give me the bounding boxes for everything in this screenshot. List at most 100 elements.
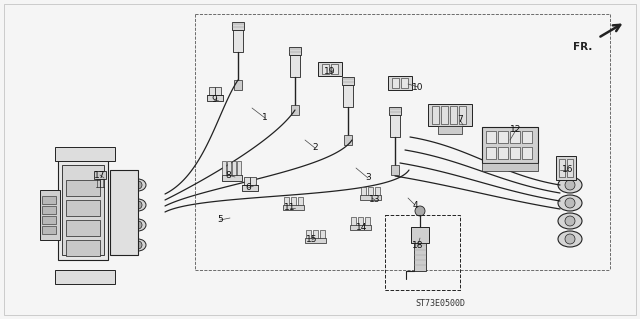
Bar (498, 147, 508, 159)
Bar (432, 106, 439, 124)
Bar (486, 147, 496, 159)
Bar (291, 105, 299, 115)
Bar (66, 240, 100, 256)
Bar (66, 200, 100, 216)
Bar (482, 163, 538, 171)
Bar (498, 131, 508, 143)
Circle shape (565, 216, 575, 226)
Circle shape (525, 164, 531, 170)
Bar (42, 226, 56, 234)
Bar (438, 126, 462, 134)
Bar (244, 177, 250, 185)
Bar (567, 159, 573, 177)
Bar (232, 22, 244, 30)
Bar (298, 197, 303, 205)
Bar (556, 156, 576, 180)
Bar (234, 80, 242, 90)
Text: 8: 8 (225, 170, 231, 180)
Bar (365, 217, 370, 225)
Text: FR.: FR. (573, 42, 592, 52)
Bar (392, 78, 399, 88)
Bar (62, 165, 104, 255)
Bar (385, 215, 460, 290)
Bar (342, 77, 354, 85)
Bar (331, 64, 338, 74)
Bar (320, 230, 325, 238)
Text: 1: 1 (262, 114, 268, 122)
Bar (368, 187, 373, 195)
Bar (222, 175, 242, 181)
Circle shape (565, 198, 575, 208)
Circle shape (76, 151, 84, 159)
Text: 17: 17 (94, 170, 106, 180)
Text: 15: 15 (307, 235, 317, 244)
Bar (207, 95, 223, 101)
Bar (411, 227, 429, 243)
Text: 19: 19 (324, 68, 336, 77)
Bar (441, 106, 448, 124)
Bar (215, 87, 221, 95)
Circle shape (134, 221, 142, 229)
Ellipse shape (558, 195, 582, 211)
Bar (350, 225, 371, 230)
Text: ST73E0500D: ST73E0500D (415, 299, 465, 308)
Bar (414, 243, 426, 271)
Text: 5: 5 (217, 216, 223, 225)
Text: 6: 6 (245, 183, 251, 192)
Ellipse shape (130, 239, 146, 251)
Ellipse shape (130, 199, 146, 211)
Bar (242, 185, 258, 191)
Bar (360, 195, 381, 200)
Text: 14: 14 (356, 224, 368, 233)
Bar (559, 159, 565, 177)
Bar (305, 238, 326, 243)
Bar (209, 87, 215, 95)
Ellipse shape (558, 231, 582, 247)
Text: 2: 2 (312, 144, 318, 152)
Bar (66, 220, 100, 236)
Bar (94, 171, 106, 179)
Circle shape (134, 201, 142, 209)
Ellipse shape (130, 219, 146, 231)
Bar (459, 106, 466, 124)
Bar (42, 196, 56, 204)
Bar (42, 216, 56, 224)
Ellipse shape (558, 177, 582, 193)
Bar (232, 161, 236, 175)
Bar (522, 147, 532, 159)
Bar (375, 187, 380, 195)
Circle shape (134, 241, 142, 249)
Bar (522, 131, 532, 143)
Bar (306, 230, 311, 238)
Circle shape (565, 180, 575, 190)
Bar (389, 107, 401, 115)
Bar (510, 147, 520, 159)
Bar (510, 131, 520, 143)
Bar (237, 161, 241, 175)
Bar (227, 161, 231, 175)
Circle shape (415, 206, 425, 216)
Bar (55, 147, 115, 161)
Bar (290, 55, 300, 77)
Text: 3: 3 (365, 174, 371, 182)
Text: 16: 16 (563, 166, 573, 174)
Bar (388, 76, 412, 90)
Text: 7: 7 (457, 115, 463, 124)
Bar (344, 135, 352, 145)
Text: 11: 11 (284, 204, 296, 212)
Bar (450, 106, 457, 124)
Bar (58, 160, 108, 260)
Circle shape (134, 181, 142, 189)
Bar (233, 30, 243, 52)
Bar (391, 165, 399, 175)
Bar (250, 177, 256, 185)
Bar (322, 64, 329, 74)
Bar (291, 197, 296, 205)
Text: 13: 13 (369, 196, 381, 204)
Bar (358, 217, 363, 225)
Ellipse shape (558, 213, 582, 229)
Text: 9: 9 (211, 95, 217, 105)
Ellipse shape (130, 179, 146, 191)
Circle shape (489, 164, 495, 170)
Bar (110, 170, 138, 255)
